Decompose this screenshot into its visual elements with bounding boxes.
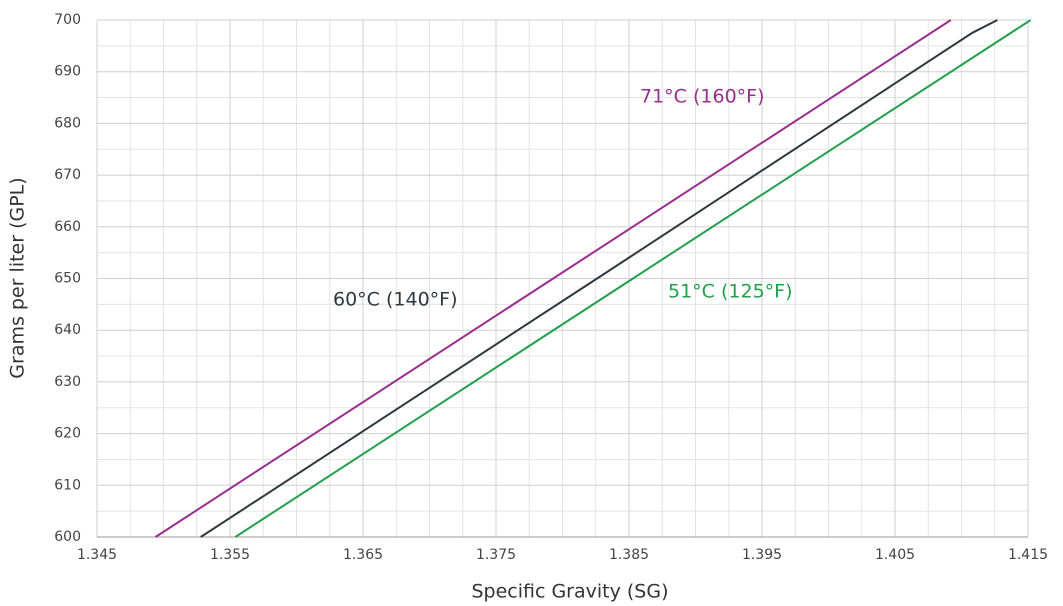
y-tick-label: 600	[54, 529, 81, 545]
series-label: 51°C (125°F)	[668, 281, 793, 303]
x-tick-label: 1.375	[476, 547, 516, 563]
series-label: 60°C (140°F)	[333, 289, 458, 311]
y-tick-label: 640	[54, 322, 81, 338]
x-tick-label: 1.405	[875, 547, 915, 563]
x-tick-label: 1.345	[77, 547, 117, 563]
y-tick-label: 620	[54, 426, 81, 442]
y-axis-title: Grams per liter (GPL)	[7, 177, 29, 378]
y-tick-label: 660	[54, 219, 81, 235]
x-tick-label: 1.355	[210, 547, 250, 563]
x-tick-label: 1.365	[343, 547, 383, 563]
x-tick-label: 1.385	[609, 547, 649, 563]
y-tick-label: 650	[54, 271, 81, 287]
y-tick-label: 700	[54, 12, 81, 28]
y-tick-label: 680	[54, 115, 81, 131]
series-line	[234, 19, 1032, 538]
x-tick-label: 1.415	[1008, 547, 1048, 563]
series-line	[154, 19, 952, 538]
x-axis-title: Specific Gravity (SG)	[471, 581, 668, 603]
y-tick-label: 690	[54, 64, 81, 80]
y-tick-label: 630	[54, 374, 81, 390]
y-tick-label: 610	[54, 477, 81, 493]
series-line	[200, 19, 998, 538]
x-tick-label: 1.395	[742, 547, 782, 563]
y-tick-label: 670	[54, 167, 81, 183]
series-label: 71°C (160°F)	[640, 86, 765, 108]
